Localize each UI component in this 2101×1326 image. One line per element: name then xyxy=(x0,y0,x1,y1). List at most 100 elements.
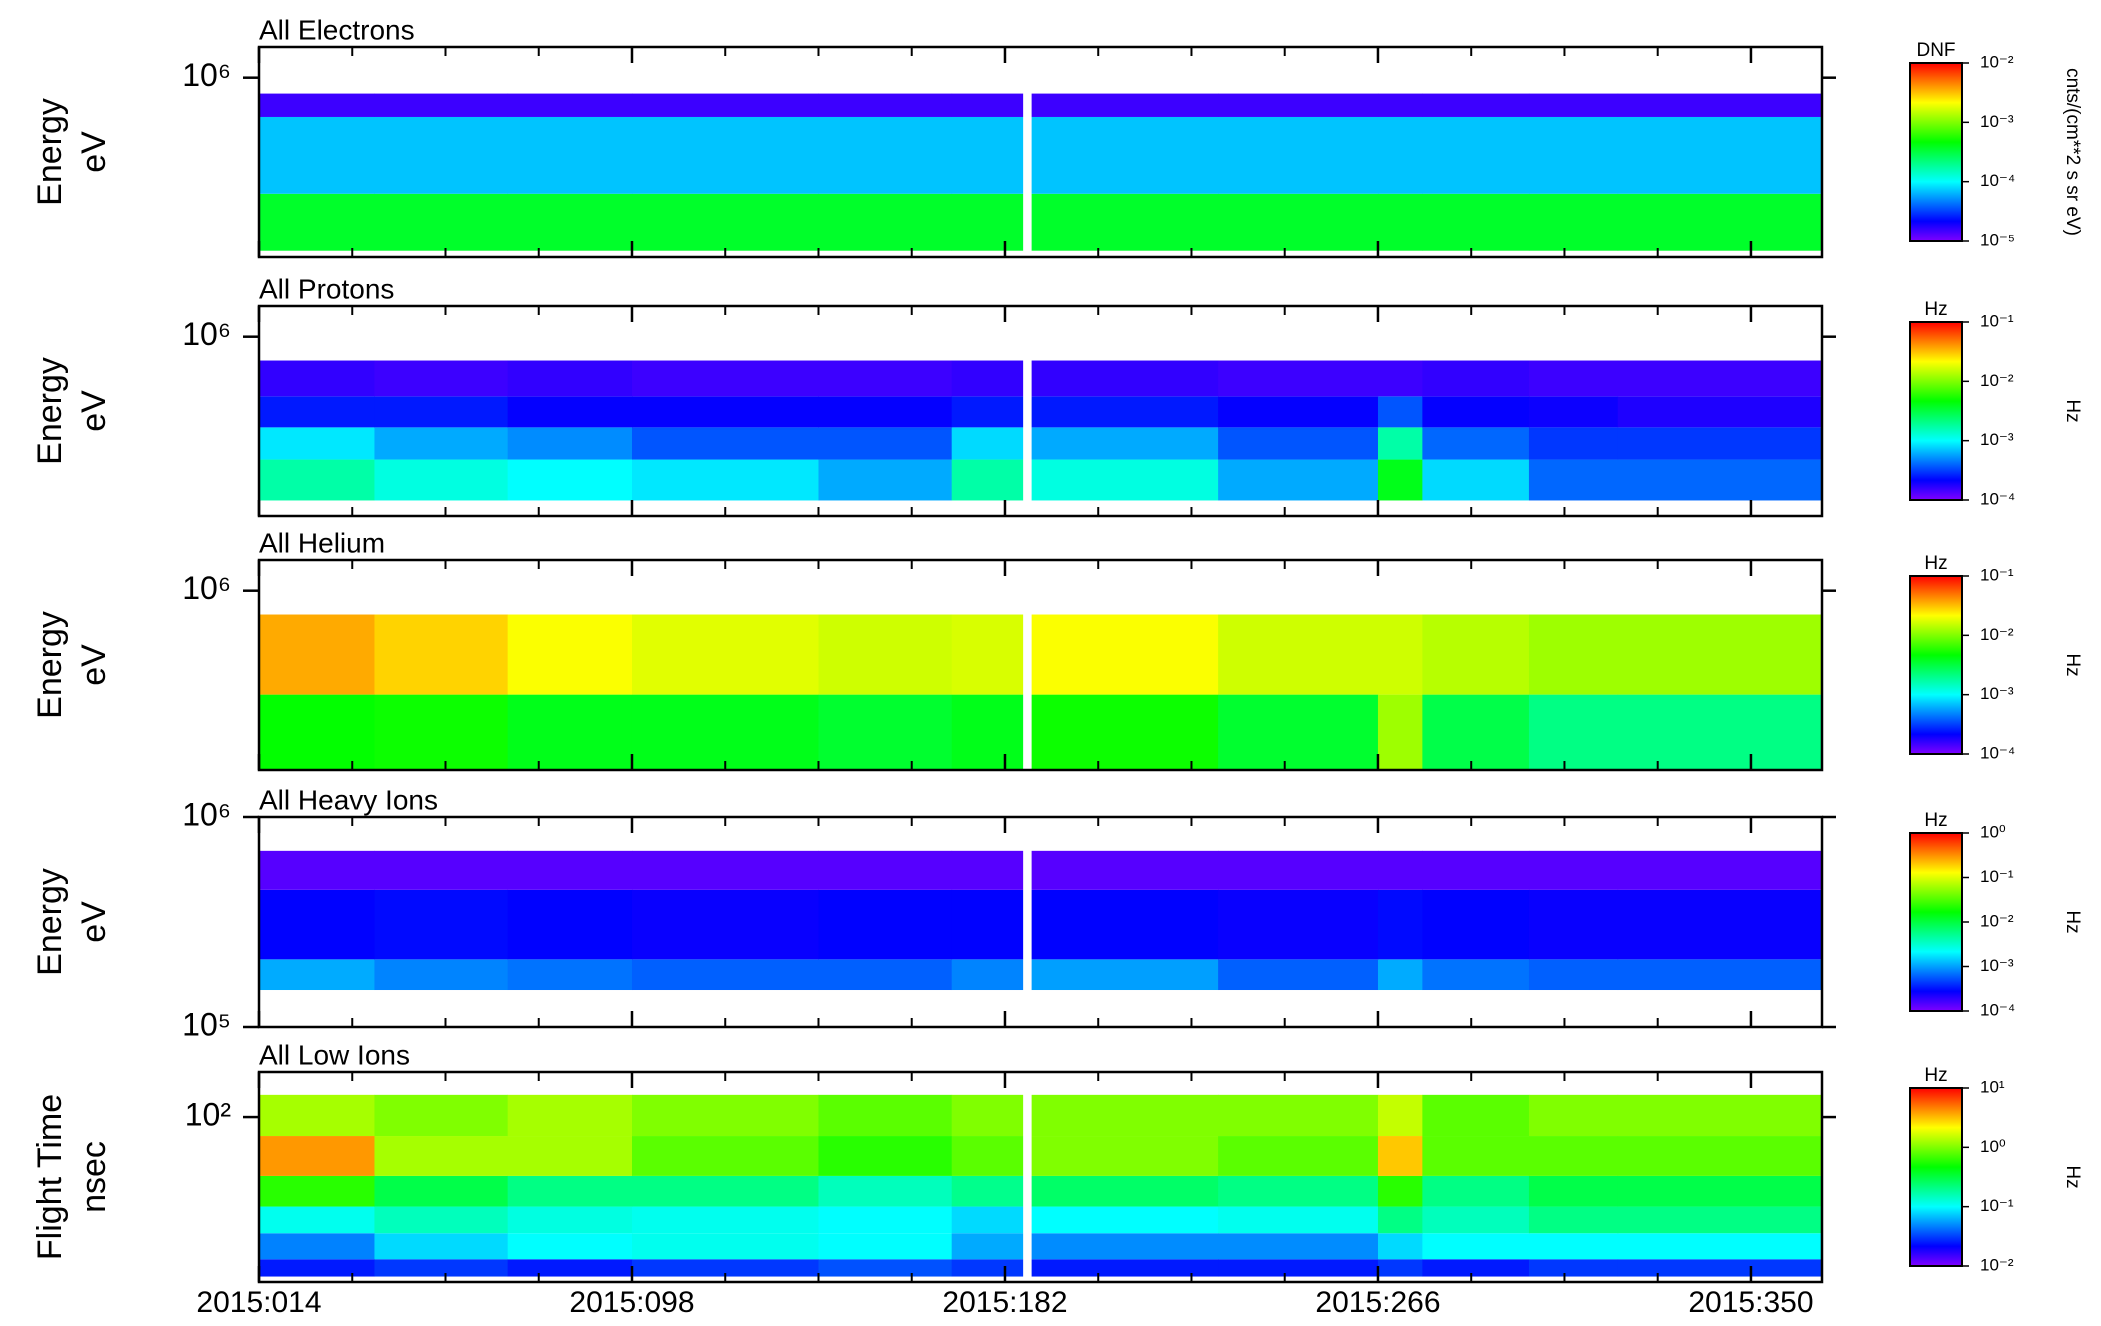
x-tick-label: 2015:182 xyxy=(942,1286,1067,1319)
heatmap-cell xyxy=(951,1259,1024,1277)
colorbar-tick-label: 10⁻¹ xyxy=(1980,311,2014,330)
heatmap-cell xyxy=(1528,396,1619,428)
heatmap-cell xyxy=(259,427,375,460)
heatmap-cell xyxy=(818,959,953,991)
heatmap-cell xyxy=(1422,889,1530,960)
heatmap-cell xyxy=(818,1175,953,1207)
colorbar xyxy=(1909,1087,1963,1267)
heatmap-cell xyxy=(1377,116,1423,194)
heatmap-cell xyxy=(259,959,375,991)
heatmap-cell xyxy=(631,1259,819,1277)
colorbar-tick-label: 10⁻³ xyxy=(1980,956,2014,975)
heatmap-cell xyxy=(951,1094,1024,1137)
heatmap-cell xyxy=(1031,427,1219,460)
colorbar-tick-label: 10⁻¹ xyxy=(1980,565,2014,584)
heatmap-cell xyxy=(1422,93,1530,117)
colorbar-tick-label: 10⁻¹ xyxy=(1980,1196,2014,1215)
heatmap-cell xyxy=(631,959,819,991)
heatmap-cell xyxy=(1377,694,1423,770)
heatmap-cell xyxy=(1617,614,1823,695)
colorbar-tick-label: 10¹ xyxy=(1980,1077,2005,1096)
heatmap-cell xyxy=(1218,1175,1379,1207)
heatmap-cell xyxy=(259,1136,375,1176)
heatmap-cell xyxy=(1377,1094,1423,1137)
colorbar-title: Hz xyxy=(1924,553,1947,574)
colorbar-unit: Hz xyxy=(2062,1165,2083,1188)
panel: All Heavy Ions Energy eV 10⁵ 10⁶ Hz 10⁻⁴ 10⁻³ 10… xyxy=(31,784,2083,1042)
heatmap-cell xyxy=(374,614,509,695)
heatmap-cell xyxy=(818,1206,953,1234)
heatmap-cell xyxy=(259,93,375,117)
colorbar-tick-label: 10⁻² xyxy=(1980,371,2014,390)
heatmap-cell xyxy=(951,1233,1024,1260)
heatmap-cell xyxy=(951,959,1024,991)
heatmap-cell xyxy=(1422,360,1530,397)
heatmap-cell xyxy=(1031,614,1219,695)
colorbar xyxy=(1909,62,1963,242)
heatmap-cell xyxy=(374,427,509,460)
heatmap-cell xyxy=(374,1094,509,1137)
heatmap-cell xyxy=(1218,1259,1379,1277)
colorbar-tick-label: 10⁻⁴ xyxy=(1980,743,2015,762)
x-tick-label: 2015:266 xyxy=(1315,1286,1440,1319)
panel-title: All Protons xyxy=(259,273,394,304)
heatmap-cell xyxy=(374,396,509,428)
colorbar-title: Hz xyxy=(1924,810,1947,831)
heatmap-cell xyxy=(1528,116,1619,194)
heatmap-cell xyxy=(1218,93,1379,117)
heatmap-cell xyxy=(1218,396,1379,428)
heatmap-cell xyxy=(259,1259,375,1277)
heatmap-cell xyxy=(1031,193,1219,251)
colorbar-unit: Hz xyxy=(2062,399,2083,422)
heatmap-cell xyxy=(507,1206,633,1234)
heatmap-cell xyxy=(1528,1175,1619,1207)
y-axis-label: Energy xyxy=(31,357,69,465)
heatmap-cell xyxy=(1617,1233,1823,1260)
y-tick-label: 10⁶ xyxy=(182,796,231,832)
heatmap-cell xyxy=(818,1136,953,1176)
heatmap-cell xyxy=(507,93,633,117)
colorbar-unit: Hz xyxy=(2062,653,2083,676)
heatmap-cell xyxy=(1528,360,1619,397)
heatmap-cell xyxy=(374,193,509,251)
heatmap-cell xyxy=(631,850,819,890)
heatmap-cell xyxy=(259,1175,375,1207)
heatmap-cell xyxy=(507,427,633,460)
heatmap-cell xyxy=(259,694,375,770)
y-axis-label: Energy xyxy=(31,98,69,206)
heatmap-cell xyxy=(1377,889,1423,960)
heatmap-cell xyxy=(1617,694,1823,770)
heatmap-cell xyxy=(1031,1259,1219,1277)
heatmap-cell xyxy=(259,459,375,501)
heatmap-cell xyxy=(1218,427,1379,460)
heatmap-cell xyxy=(1528,427,1619,460)
heatmap-cell xyxy=(507,694,633,770)
heatmap-cell xyxy=(1528,959,1619,991)
heatmap-cell xyxy=(818,1259,953,1277)
heatmap-cell xyxy=(374,116,509,194)
heatmap-cell xyxy=(259,1094,375,1137)
heatmap-cell xyxy=(507,1233,633,1260)
heatmap-cell xyxy=(1617,1206,1823,1234)
heatmap-cell xyxy=(1031,959,1219,991)
heatmap-cell xyxy=(1617,193,1823,251)
heatmap-cell xyxy=(1218,1094,1379,1137)
heatmap-cell xyxy=(1422,1233,1530,1260)
heatmap-cell xyxy=(631,427,819,460)
heatmap-cell xyxy=(951,193,1024,251)
heatmap-cell xyxy=(1422,116,1530,194)
heatmap-cell xyxy=(1617,427,1823,460)
heatmap-cell xyxy=(1528,1136,1619,1176)
heatmap-cell xyxy=(631,1094,819,1137)
heatmap-cell xyxy=(951,1175,1024,1207)
heatmap-cell xyxy=(1377,93,1423,117)
heatmap-cell xyxy=(951,360,1024,397)
heatmap-cell xyxy=(951,93,1024,117)
heatmap-cell xyxy=(1528,1233,1619,1260)
heatmap-cell xyxy=(1218,959,1379,991)
plot-frame xyxy=(257,815,1824,1029)
panel-title: All Helium xyxy=(259,527,385,558)
heatmap-cell xyxy=(1422,614,1530,695)
heatmap-cell xyxy=(1528,1259,1619,1277)
